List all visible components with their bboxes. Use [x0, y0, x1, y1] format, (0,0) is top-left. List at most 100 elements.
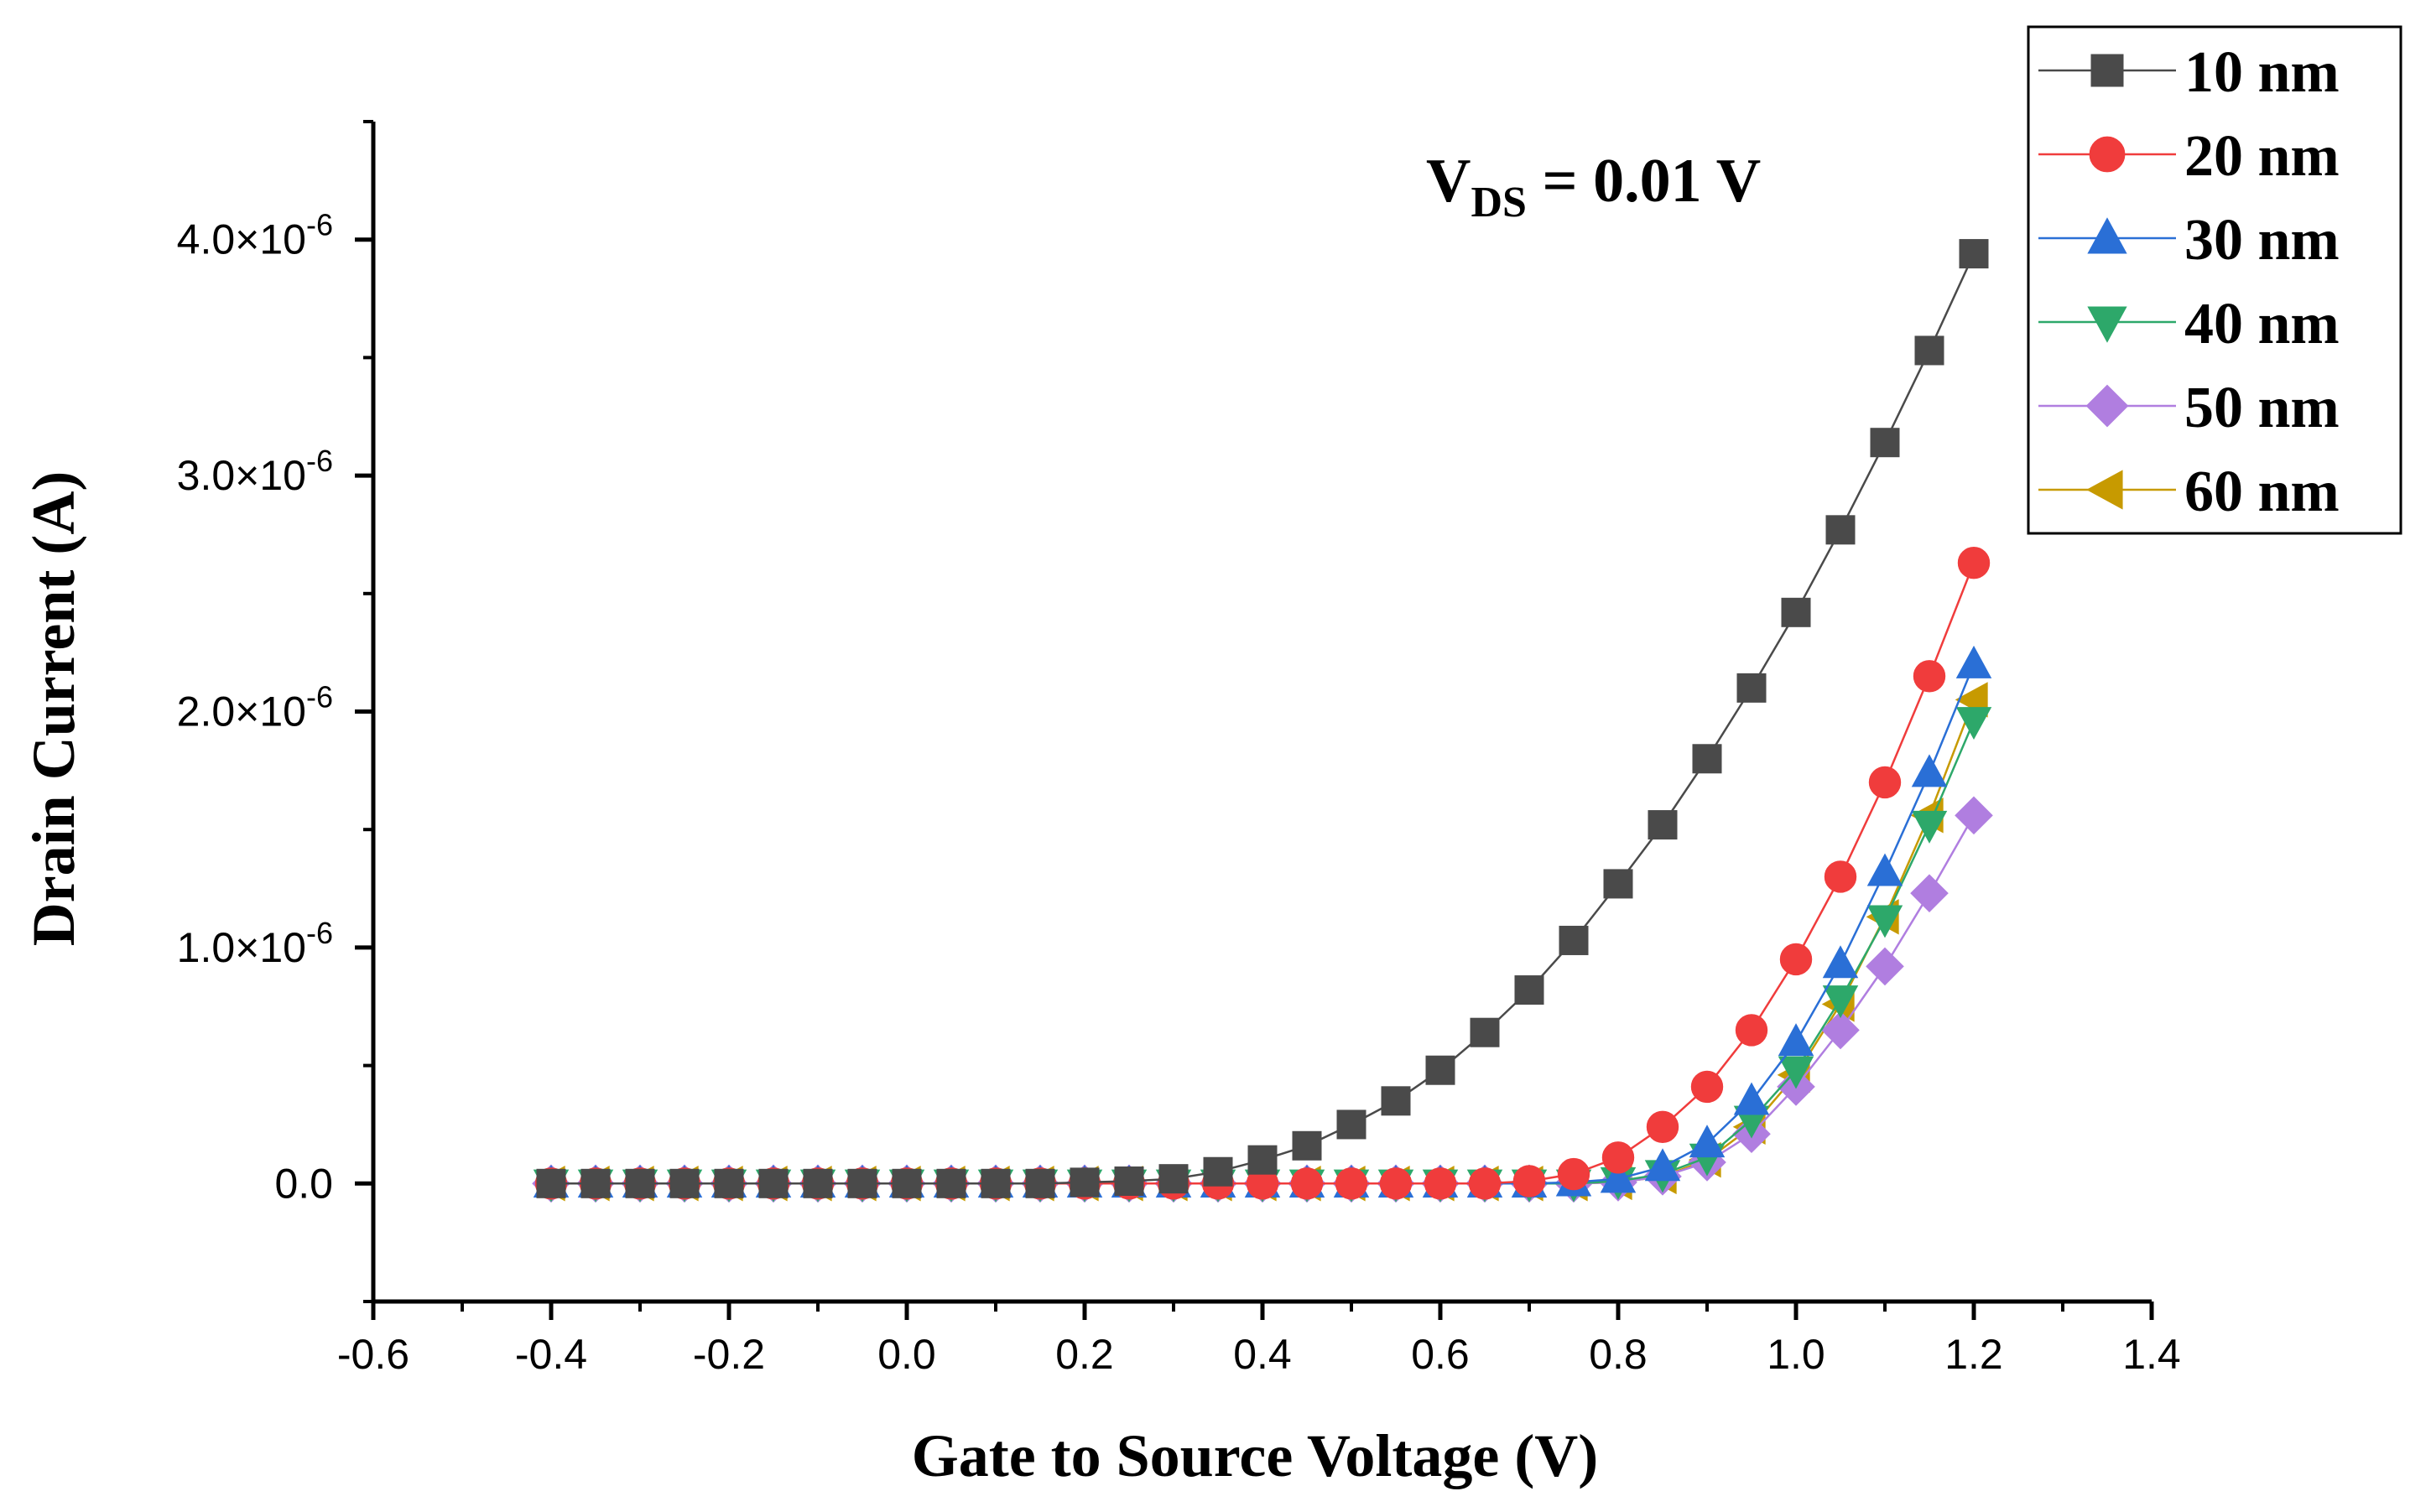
data-point [1646, 1110, 1679, 1143]
data-point [1870, 428, 1900, 458]
legend-item: 50 nm [2038, 376, 2340, 440]
x-tick-label: 0.8 [1589, 1331, 1648, 1378]
data-point [1514, 975, 1544, 1005]
data-point [1336, 1109, 1366, 1140]
data-point [1822, 945, 1859, 979]
chart-text: Gate to Source Voltage (V) Drain Current… [20, 147, 1761, 1489]
x-tick-label: 1.4 [2122, 1331, 2181, 1378]
x-tick-label: 0.2 [1055, 1331, 1114, 1378]
x-tick-label: -0.2 [693, 1331, 765, 1378]
data-point [1957, 547, 1991, 579]
data-point [1512, 1165, 1546, 1198]
data-point [1825, 515, 1856, 545]
legend-marker [2090, 54, 2124, 87]
data-point [1603, 869, 1633, 899]
data-point [1821, 1011, 1860, 1050]
data-point [1690, 1070, 1724, 1104]
data-point [536, 1168, 566, 1198]
data-point [1335, 1167, 1368, 1200]
legend-marker [2087, 217, 2127, 254]
data-point [1778, 1056, 1814, 1089]
legend-marker [2087, 306, 2127, 343]
data-point [1425, 1055, 1455, 1085]
data-point [1778, 1023, 1814, 1057]
data-point [1379, 1167, 1413, 1200]
vds-annotation-prefix: V [1426, 147, 1471, 216]
y-axis-title: Drain Current (A) [20, 471, 87, 947]
data-point [625, 1168, 655, 1198]
x-tick-label: 1.2 [1944, 1331, 2003, 1378]
data-point [981, 1168, 1011, 1198]
legend: 10 nm 20 nm 30 nm 40 nm 50 nm 60 nm [2027, 25, 2402, 535]
data-point [669, 1168, 700, 1198]
legend-item: 30 nm [2038, 208, 2340, 273]
data-point [1824, 860, 1857, 893]
data-point [1866, 853, 1903, 886]
data-point [936, 1168, 966, 1198]
x-tick-label: 1.0 [1767, 1331, 1825, 1378]
legend-item: 60 nm [2038, 460, 2340, 524]
legend-marker [2086, 470, 2123, 510]
data-point [1911, 810, 1948, 844]
legend-item: 20 nm [2038, 124, 2340, 189]
data-point [1468, 1167, 1502, 1200]
data-point [1025, 1168, 1055, 1198]
x-tick-label: -0.4 [515, 1331, 587, 1378]
data-point [1601, 1141, 1635, 1174]
legend-label: 60 nm [2184, 460, 2340, 524]
legend-marker [2085, 384, 2129, 428]
y-tick-label: 0.0 [274, 1160, 333, 1207]
x-tick-label: 0.4 [1233, 1331, 1292, 1378]
plot-series [532, 239, 1993, 1203]
x-tick-label: 0.0 [877, 1331, 936, 1378]
data-point [1470, 1017, 1500, 1047]
x-axis-title: Gate to Source Voltage (V) [912, 1422, 1599, 1489]
data-point [892, 1168, 922, 1198]
data-point [1736, 673, 1767, 703]
data-point [1648, 810, 1678, 840]
data-point [758, 1168, 789, 1198]
y-tick-label: 4.0×10-6 [177, 208, 333, 263]
y-tick-label: 1.0×10-6 [177, 916, 333, 971]
data-point [1424, 1167, 1457, 1200]
x-tick-label: 0.6 [1411, 1331, 1470, 1378]
data-point [1955, 707, 1992, 740]
data-point [1735, 1014, 1768, 1047]
data-point [1911, 754, 1948, 787]
legend-box [2027, 25, 2402, 535]
vds-annotation-subscript: DS [1471, 179, 1526, 226]
data-point [1955, 645, 1992, 678]
data-point [847, 1168, 877, 1198]
data-point [1910, 874, 1949, 912]
data-point [1070, 1167, 1100, 1198]
data-point [1290, 1167, 1324, 1200]
data-point [1866, 947, 1904, 986]
data-point [1689, 1125, 1726, 1158]
legend-item: 40 nm [2038, 292, 2340, 356]
data-point [1557, 1157, 1590, 1191]
data-point [1292, 1130, 1322, 1161]
legend-label: 50 nm [2184, 376, 2340, 440]
data-point [1733, 1082, 1770, 1115]
data-point [1247, 1145, 1278, 1175]
data-point [1114, 1166, 1144, 1196]
data-point [1959, 239, 1989, 269]
data-point [1158, 1164, 1189, 1194]
data-point [714, 1168, 744, 1198]
legend-label: 40 nm [2184, 292, 2340, 356]
x-tick-label: -0.6 [337, 1331, 409, 1378]
series-10-nm [536, 239, 1989, 1198]
data-point [1559, 925, 1589, 955]
vds-annotation: VDS = 0.01 V [1426, 147, 1761, 226]
legend-item: 10 nm [2038, 40, 2340, 105]
vds-annotation-suffix: = 0.01 V [1527, 147, 1761, 216]
data-point [803, 1168, 833, 1198]
data-point [1381, 1086, 1411, 1116]
y-tick-label: 3.0×10-6 [177, 444, 333, 499]
legend-label: 10 nm [2184, 40, 2340, 105]
axes: -0.6 -0.4 -0.2 0.0 0.2 0.4 0.6 0.8 1.0 1.2 1.4 0.0 1… [177, 120, 2181, 1378]
data-point [1600, 1160, 1637, 1193]
data-point [1822, 985, 1859, 1019]
data-point [1866, 905, 1903, 938]
data-point [1203, 1156, 1233, 1187]
